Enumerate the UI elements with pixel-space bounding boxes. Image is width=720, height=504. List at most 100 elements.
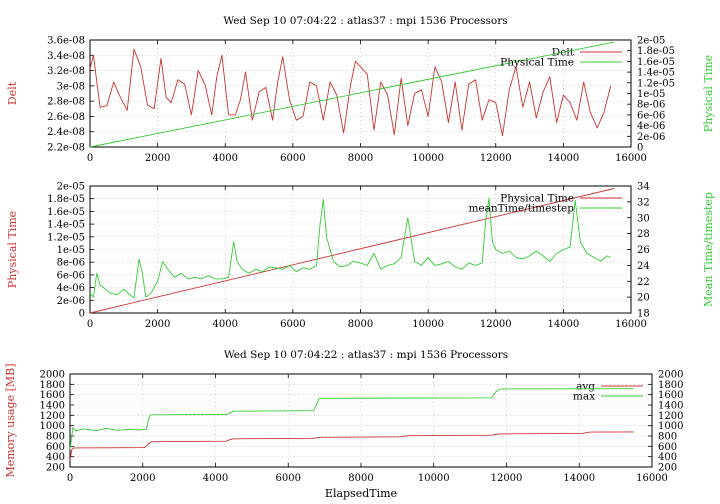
y2-tick-label: 0 [637, 143, 643, 154]
y2-tick-label: 32 [637, 197, 650, 208]
y2-tick-label: 18 [637, 309, 650, 320]
x-tick-label: 12000 [480, 319, 512, 330]
y2-tick-label: 800 [658, 432, 677, 443]
y-tick-label: 600 [46, 442, 65, 453]
y2-tick-label: 1.4e-05 [637, 68, 675, 79]
y-tick-label: 8e-06 [57, 258, 85, 269]
y-tick-label: 2.6e-08 [47, 112, 85, 123]
y-tick-label: 400 [46, 452, 65, 463]
y-tick-label: 2e-06 [57, 296, 85, 307]
series-line-1 [69, 431, 634, 461]
series-line-1 [89, 48, 612, 136]
x-tick-label: 4000 [213, 319, 238, 330]
y-tick-label: 1600 [40, 390, 65, 401]
y-tick-label: 4e-06 [57, 283, 85, 294]
y-tick-label: 1.6e-05 [47, 207, 85, 218]
y2-tick-label: 400 [658, 452, 677, 463]
y2-tick-label: 20 [637, 293, 650, 304]
series-line-1 [89, 188, 615, 314]
x-tick-label: 6000 [280, 319, 305, 330]
y-axis-label: Delt [6, 81, 19, 105]
y-tick-label: 2.2e-08 [47, 143, 85, 154]
y2-tick-label: 1.2e-05 [637, 78, 675, 89]
y-tick-label: 2e-05 [57, 182, 85, 193]
y2-axis-label: Physical Time [702, 55, 715, 132]
y2-tick-label: 26 [637, 245, 650, 256]
y2-tick-label: 6e-06 [637, 110, 665, 121]
y-tick-label: 3.6e-08 [47, 36, 85, 47]
x-tick-label: 2000 [145, 153, 170, 164]
y2-tick-label: 1.8e-05 [637, 46, 675, 57]
y2-tick-label: 200 [658, 463, 677, 474]
y-tick-label: 1.2e-05 [47, 232, 85, 243]
series-line-2 [69, 388, 634, 450]
y2-tick-label: 1800 [658, 380, 683, 391]
y-tick-label: 1e-05 [57, 245, 85, 256]
x-tick-label: 10000 [418, 473, 450, 484]
y2-tick-label: 28 [637, 229, 650, 240]
x-tick-label: 8000 [348, 319, 373, 330]
x-tick-label: 14000 [563, 473, 595, 484]
x-tick-label: 8000 [348, 473, 373, 484]
legend-label: avg [576, 381, 595, 393]
x-tick-label: 8000 [348, 153, 373, 164]
plot-frame [89, 39, 632, 148]
x-axis-label: ElapsedTime [325, 487, 397, 500]
y-tick-label: 3.4e-08 [47, 51, 85, 62]
y-tick-label: 1800 [40, 380, 65, 391]
y-tick-label: 1.4e-05 [47, 220, 85, 231]
x-tick-label: 0 [67, 473, 73, 484]
legend-label: max [573, 391, 595, 403]
y-tick-label: 0 [79, 309, 85, 320]
y-tick-label: 1200 [40, 411, 65, 422]
x-tick-label: 0 [87, 319, 93, 330]
x-tick-label: 6000 [276, 473, 301, 484]
y-tick-label: 2.4e-08 [47, 127, 85, 138]
y-axis-label: Memory usage [MB] [4, 363, 17, 477]
legend-label: meanTime/timestep [468, 203, 574, 215]
y2-tick-label: 1200 [658, 411, 683, 422]
y-tick-label: 6e-06 [57, 270, 85, 281]
y2-axis-label: Mean Time/timestep [702, 192, 715, 307]
y2-tick-label: 2e-06 [637, 132, 665, 143]
plot-frame [69, 373, 653, 468]
y2-tick-label: 1400 [658, 401, 683, 412]
y-tick-label: 3e-08 [57, 81, 85, 92]
x-tick-label: 0 [87, 153, 93, 164]
x-tick-label: 10000 [412, 153, 444, 164]
x-tick-label: 16000 [615, 153, 647, 164]
x-tick-label: 12000 [480, 153, 512, 164]
y-tick-label: 2000 [40, 370, 65, 381]
y2-tick-label: 24 [637, 261, 650, 272]
y2-tick-label: 22 [637, 277, 650, 288]
y2-tick-label: 1000 [658, 421, 683, 432]
y2-tick-label: 8e-06 [637, 100, 665, 111]
y-tick-label: 1400 [40, 401, 65, 412]
x-tick-label: 14000 [547, 153, 579, 164]
y2-tick-label: 4e-06 [637, 121, 665, 132]
y2-tick-label: 1e-05 [637, 89, 665, 100]
y2-tick-label: 600 [658, 442, 677, 453]
y-axis-label: Physical Time [6, 211, 19, 288]
legend-label: Physical Time [500, 193, 574, 205]
y-tick-label: 2.8e-08 [47, 97, 85, 108]
y-tick-label: 3.2e-08 [47, 66, 85, 77]
y2-tick-label: 2000 [658, 370, 683, 381]
y2-tick-label: 30 [637, 213, 650, 224]
x-tick-label: 12000 [491, 473, 523, 484]
series-line-2 [89, 41, 615, 148]
x-tick-label: 2000 [145, 319, 170, 330]
x-tick-label: 2000 [130, 473, 155, 484]
y-tick-label: 200 [46, 463, 65, 474]
y-tick-label: 1000 [40, 421, 65, 432]
y2-tick-label: 2e-05 [637, 36, 665, 47]
x-tick-label: 16000 [636, 473, 668, 484]
x-tick-label: 16000 [615, 319, 647, 330]
y2-tick-label: 34 [637, 182, 650, 193]
chart-title: Wed Sep 10 07:04:22 : atlas37 : mpi 1536… [223, 15, 507, 27]
y2-tick-label: 1600 [658, 390, 683, 401]
x-tick-label: 14000 [547, 319, 579, 330]
x-tick-label: 4000 [213, 153, 238, 164]
legend-label: Physical Time [500, 57, 574, 69]
